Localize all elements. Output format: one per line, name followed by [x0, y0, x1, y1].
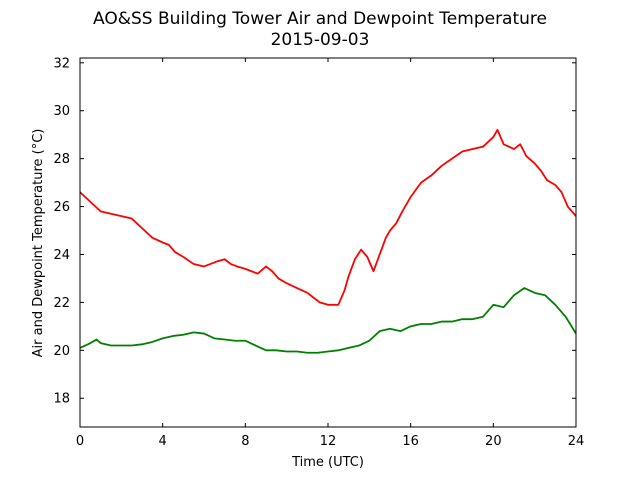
y-tick-label: 28	[53, 152, 70, 167]
series-line-1	[79, 287, 577, 354]
y-axis-ticks: 18 20 22 24 26 28 30 32	[53, 56, 576, 407]
x-tick-label: 8	[241, 434, 249, 449]
series-line-0	[79, 128, 577, 306]
x-axis-label: Time (UTC)	[291, 455, 364, 470]
x-tick-label: 20	[485, 434, 502, 449]
y-tick-label: 20	[53, 344, 70, 359]
chart-title: AO&SS Building Tower Air and Dewpoint Te…	[93, 9, 547, 29]
y-tick-label: 30	[53, 104, 70, 119]
chart-subtitle: 2015-09-03	[271, 30, 370, 50]
y-tick-label: 24	[53, 248, 70, 263]
y-axis-label: Air and Dewpoint Temperature (°C)	[31, 129, 46, 358]
y-tick-label: 22	[53, 296, 70, 311]
x-tick-label: 0	[76, 434, 84, 449]
y-tick-label: 32	[53, 56, 70, 71]
x-tick-label: 24	[568, 434, 585, 449]
series-layer	[79, 128, 577, 354]
y-tick-label: 26	[53, 200, 70, 215]
x-axis-ticks: 0 4 8 12 16 20 24	[76, 58, 584, 449]
y-tick-label: 18	[53, 392, 70, 407]
x-tick-label: 12	[320, 434, 337, 449]
x-tick-label: 4	[159, 434, 167, 449]
plot-frame	[79, 57, 577, 428]
x-tick-label: 16	[402, 434, 419, 449]
